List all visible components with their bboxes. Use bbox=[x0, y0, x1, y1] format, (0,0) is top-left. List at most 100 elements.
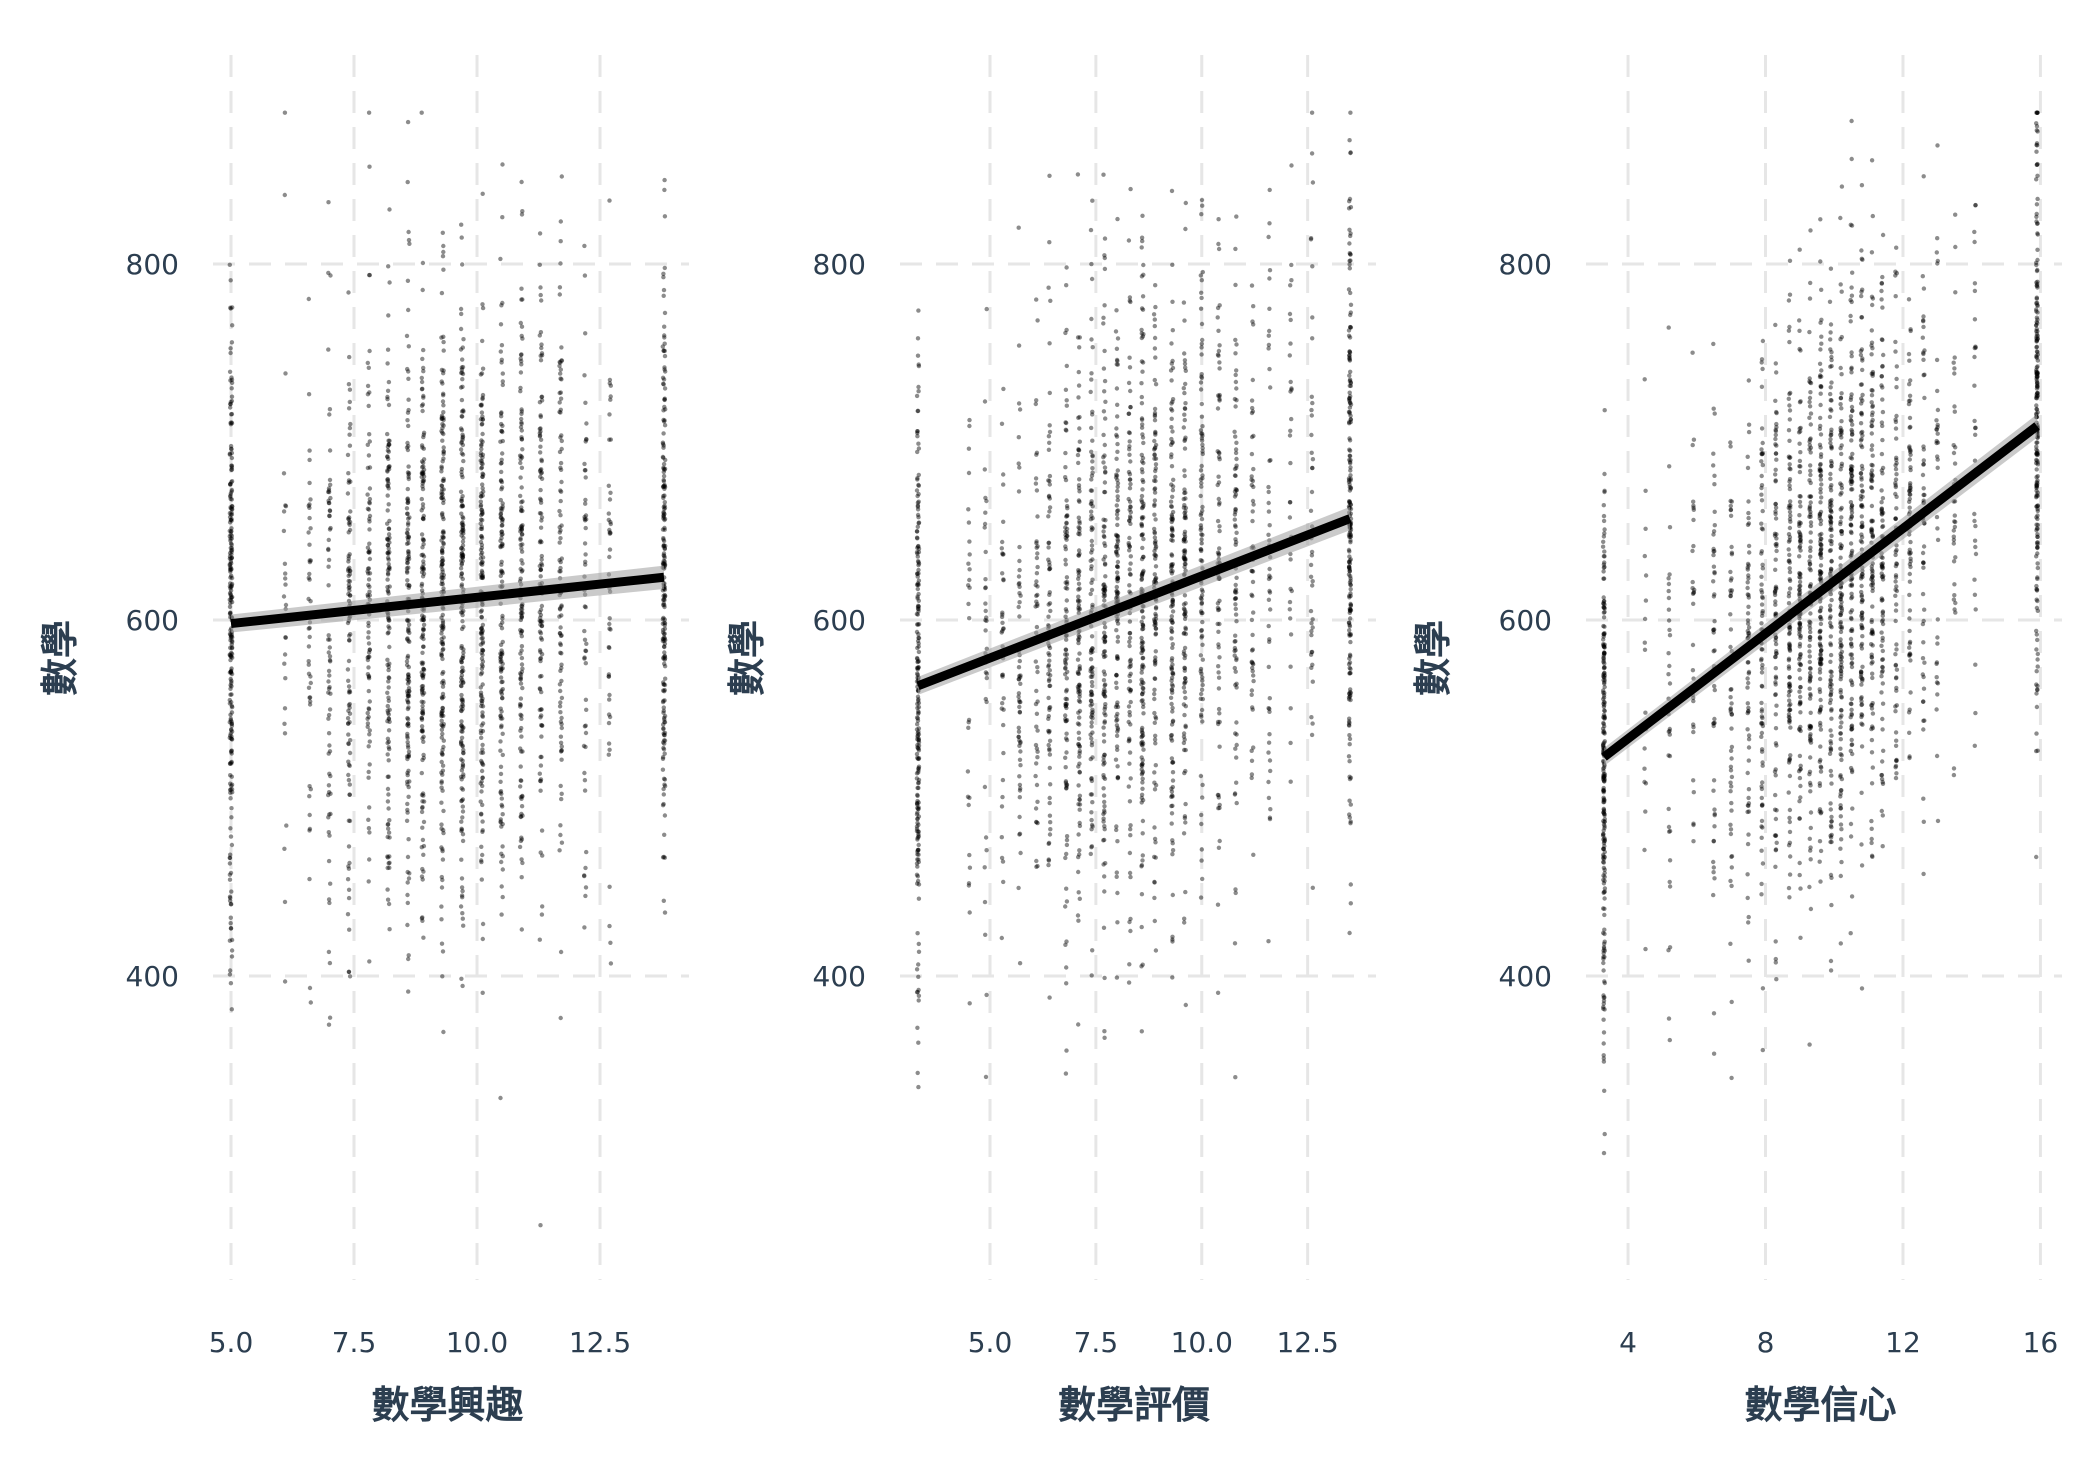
data-point bbox=[229, 889, 234, 894]
data-point bbox=[478, 799, 483, 804]
data-point bbox=[499, 542, 505, 547]
data-point bbox=[347, 633, 352, 638]
data-point bbox=[347, 750, 353, 756]
data-point bbox=[1140, 545, 1145, 551]
data-point bbox=[1347, 593, 1352, 599]
data-point bbox=[583, 525, 588, 531]
data-point bbox=[327, 673, 332, 678]
data-point bbox=[662, 720, 668, 725]
data-point bbox=[421, 636, 426, 642]
data-point bbox=[1217, 528, 1222, 534]
data-point bbox=[1047, 658, 1052, 663]
data-point bbox=[405, 740, 410, 745]
data-point bbox=[421, 562, 426, 567]
data-point bbox=[421, 478, 427, 483]
data-point bbox=[1745, 465, 1751, 471]
data-point bbox=[583, 552, 588, 557]
data-point bbox=[662, 341, 667, 346]
data-point bbox=[439, 651, 444, 656]
data-point bbox=[1288, 283, 1293, 288]
data-point bbox=[1090, 345, 1095, 350]
data-point bbox=[228, 600, 233, 606]
data-point bbox=[367, 654, 372, 659]
data-point bbox=[1288, 779, 1293, 784]
data-point bbox=[1181, 831, 1187, 836]
data-point bbox=[1181, 300, 1187, 305]
data-point bbox=[559, 345, 564, 350]
data-point bbox=[1128, 481, 1133, 487]
data-point bbox=[439, 652, 444, 658]
data-point bbox=[1838, 724, 1843, 730]
data-point bbox=[282, 192, 287, 198]
data-point bbox=[1139, 401, 1145, 406]
data-point bbox=[499, 884, 504, 889]
data-point bbox=[1199, 633, 1205, 639]
data-point bbox=[366, 571, 371, 576]
data-point bbox=[385, 543, 391, 548]
data-point bbox=[518, 704, 523, 709]
data-point bbox=[558, 1015, 563, 1021]
data-point bbox=[385, 508, 390, 513]
data-point bbox=[387, 626, 392, 631]
data-point bbox=[1346, 328, 1352, 333]
data-point bbox=[916, 549, 922, 555]
data-point bbox=[1064, 598, 1070, 603]
data-point bbox=[439, 722, 444, 727]
data-point bbox=[405, 655, 410, 660]
data-point bbox=[439, 335, 444, 340]
data-point bbox=[479, 812, 484, 817]
data-point bbox=[1153, 445, 1158, 450]
data-point bbox=[499, 579, 505, 584]
data-point bbox=[538, 450, 543, 455]
data-point bbox=[662, 555, 667, 560]
data-point bbox=[1267, 696, 1273, 701]
data-point bbox=[1170, 794, 1175, 799]
data-point bbox=[608, 437, 613, 442]
data-point bbox=[519, 614, 524, 619]
data-point bbox=[1232, 494, 1238, 499]
data-point bbox=[440, 642, 446, 647]
data-point bbox=[661, 682, 666, 687]
data-point bbox=[1034, 539, 1039, 544]
data-point bbox=[661, 493, 666, 499]
data-point bbox=[328, 791, 333, 796]
data-point bbox=[1101, 925, 1107, 930]
data-point bbox=[439, 575, 444, 580]
data-point bbox=[229, 510, 234, 515]
data-point bbox=[500, 162, 505, 167]
data-point bbox=[1115, 516, 1120, 521]
data-point bbox=[307, 558, 312, 563]
data-point bbox=[385, 537, 390, 542]
data-point bbox=[1181, 386, 1187, 391]
data-point bbox=[404, 659, 410, 664]
data-point bbox=[439, 290, 445, 296]
data-point bbox=[1347, 438, 1353, 443]
data-point bbox=[441, 410, 446, 415]
data-point bbox=[1046, 540, 1052, 545]
data-point bbox=[229, 723, 235, 728]
data-point bbox=[1234, 488, 1239, 493]
data-point bbox=[1115, 522, 1120, 528]
data-point bbox=[519, 811, 524, 817]
data-point bbox=[500, 620, 505, 625]
data-point bbox=[421, 457, 427, 462]
data-point bbox=[307, 625, 312, 631]
data-point bbox=[1348, 468, 1353, 473]
data-point bbox=[406, 583, 412, 588]
data-point bbox=[1128, 663, 1133, 669]
data-point bbox=[228, 968, 233, 973]
data-point bbox=[1089, 377, 1094, 382]
data-point bbox=[916, 561, 922, 566]
data-point bbox=[405, 743, 411, 748]
data-point bbox=[518, 320, 523, 326]
data-point bbox=[1064, 521, 1069, 526]
data-point bbox=[1216, 793, 1221, 798]
data-point bbox=[407, 583, 412, 588]
data-point bbox=[607, 377, 613, 383]
data-point bbox=[460, 744, 465, 749]
data-point bbox=[1139, 772, 1145, 777]
data-point bbox=[520, 336, 525, 341]
data-point bbox=[661, 495, 666, 501]
data-point bbox=[480, 698, 485, 704]
